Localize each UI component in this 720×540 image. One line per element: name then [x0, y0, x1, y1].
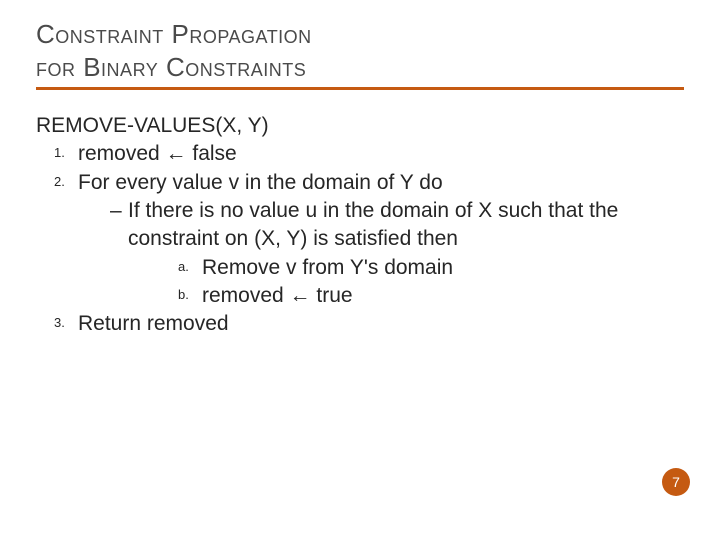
title-line2: for Binary Constraints	[36, 52, 306, 82]
sub-num: a.	[178, 258, 189, 276]
step-3: 3. Return removed	[54, 310, 684, 338]
sub-a: a. Remove v from Y's domain	[178, 254, 684, 282]
dash-text: If there is no value u in the domain of …	[128, 199, 618, 250]
dash-item: If there is no value u in the domain of …	[110, 197, 684, 310]
step-num: 2.	[54, 173, 65, 191]
alpha-list: a. Remove v from Y's domain b. removed ←…	[178, 254, 684, 311]
func-close: )	[262, 114, 269, 137]
sub-b: b. removed ← true	[178, 282, 684, 310]
step-1: 1. removed ← false	[54, 140, 684, 168]
step-text: For every value v in the domain of Y do	[78, 171, 443, 194]
sub-text: removed ← true	[202, 284, 353, 307]
func-name: REMOVE-VALUES(	[36, 114, 222, 137]
step-2: 2. For every value v in the domain of Y …	[54, 169, 684, 311]
step-list: 1. removed ← false 2. For every value v …	[54, 140, 684, 338]
function-signature: REMOVE-VALUES(X, Y)	[36, 112, 684, 140]
sub-text: Remove v from Y's domain	[202, 256, 453, 279]
title-line1: Constraint Propagation	[36, 19, 312, 49]
dash-list: If there is no value u in the domain of …	[110, 197, 684, 310]
content-area: REMOVE-VALUES(X, Y) 1. removed ← false 2…	[36, 112, 684, 339]
func-arg-y: Y	[248, 114, 262, 137]
page-number-badge: 7	[662, 468, 690, 496]
func-arg-x: X	[222, 114, 236, 137]
func-sep: ,	[236, 114, 247, 137]
step-num: 1.	[54, 144, 65, 162]
slide-container: Constraint Propagation for Binary Constr…	[0, 0, 720, 339]
sub-num: b.	[178, 286, 189, 304]
step-text: Return removed	[78, 312, 229, 335]
title-underline	[36, 87, 684, 90]
slide-title: Constraint Propagation for Binary Constr…	[36, 18, 684, 83]
step-num: 3.	[54, 314, 65, 332]
step-text: removed ← false	[78, 142, 237, 165]
page-number: 7	[672, 474, 680, 490]
